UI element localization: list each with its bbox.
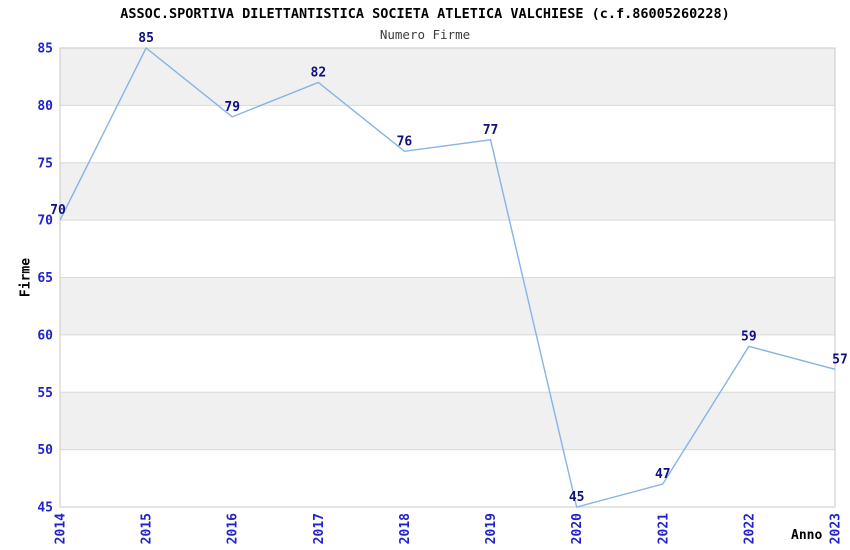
plot-band-white: [60, 449, 835, 507]
x-tick-label: 2021: [656, 513, 671, 544]
y-tick-label: 80: [37, 99, 53, 114]
y-tick-label: 65: [37, 271, 53, 286]
y-axis-title: Firme: [18, 257, 34, 298]
chart-subtitle: Numero Firme: [379, 27, 471, 42]
plot-border: [59, 47, 836, 508]
x-tick-label: 2023: [829, 513, 844, 544]
data-point-label: 82: [311, 65, 327, 80]
y-tick-label: 45: [37, 501, 53, 516]
data-point-label: 76: [397, 134, 413, 149]
x-tick-label: 2016: [226, 513, 241, 544]
x-tick-label: 2022: [742, 513, 757, 544]
plot-band-gray: [60, 392, 835, 450]
plot-band-gray: [60, 277, 835, 335]
chart-title: ASSOC.SPORTIVA DILETTANTISTICA SOCIETA A…: [120, 6, 730, 22]
plot-band-gray: [60, 48, 835, 106]
x-tick-label: 2017: [312, 513, 327, 544]
plot-band-white: [60, 220, 835, 278]
y-tick-label: 70: [37, 214, 53, 229]
plot-band-white: [60, 334, 835, 393]
x-axis-title: Anno: [791, 528, 823, 543]
data-point-label: 57: [832, 352, 848, 367]
x-tick-label: 2020: [570, 513, 585, 544]
data-point-label: 59: [741, 329, 757, 344]
y-tick-label: 50: [37, 443, 53, 458]
data-point-label: 70: [50, 203, 66, 218]
data-point-label: 45: [569, 490, 585, 505]
data-point-label: 47: [655, 467, 671, 482]
y-tick-label: 85: [37, 42, 53, 57]
data-point-label: 85: [138, 31, 154, 46]
x-tick-label: 2015: [140, 513, 155, 544]
x-tick-label: 2014: [54, 513, 69, 544]
y-tick-label: 75: [37, 156, 53, 171]
data-point-label: 79: [224, 100, 240, 115]
data-line: [59, 46, 836, 508]
y-tick-label: 55: [37, 386, 53, 401]
plot-band-gray: [60, 162, 835, 221]
x-tick-label: 2018: [398, 513, 413, 544]
y-tick-label: 60: [37, 328, 53, 343]
data-point-label: 77: [483, 123, 499, 138]
x-tick-label: 2019: [484, 513, 499, 544]
plot-band-white: [60, 105, 835, 163]
